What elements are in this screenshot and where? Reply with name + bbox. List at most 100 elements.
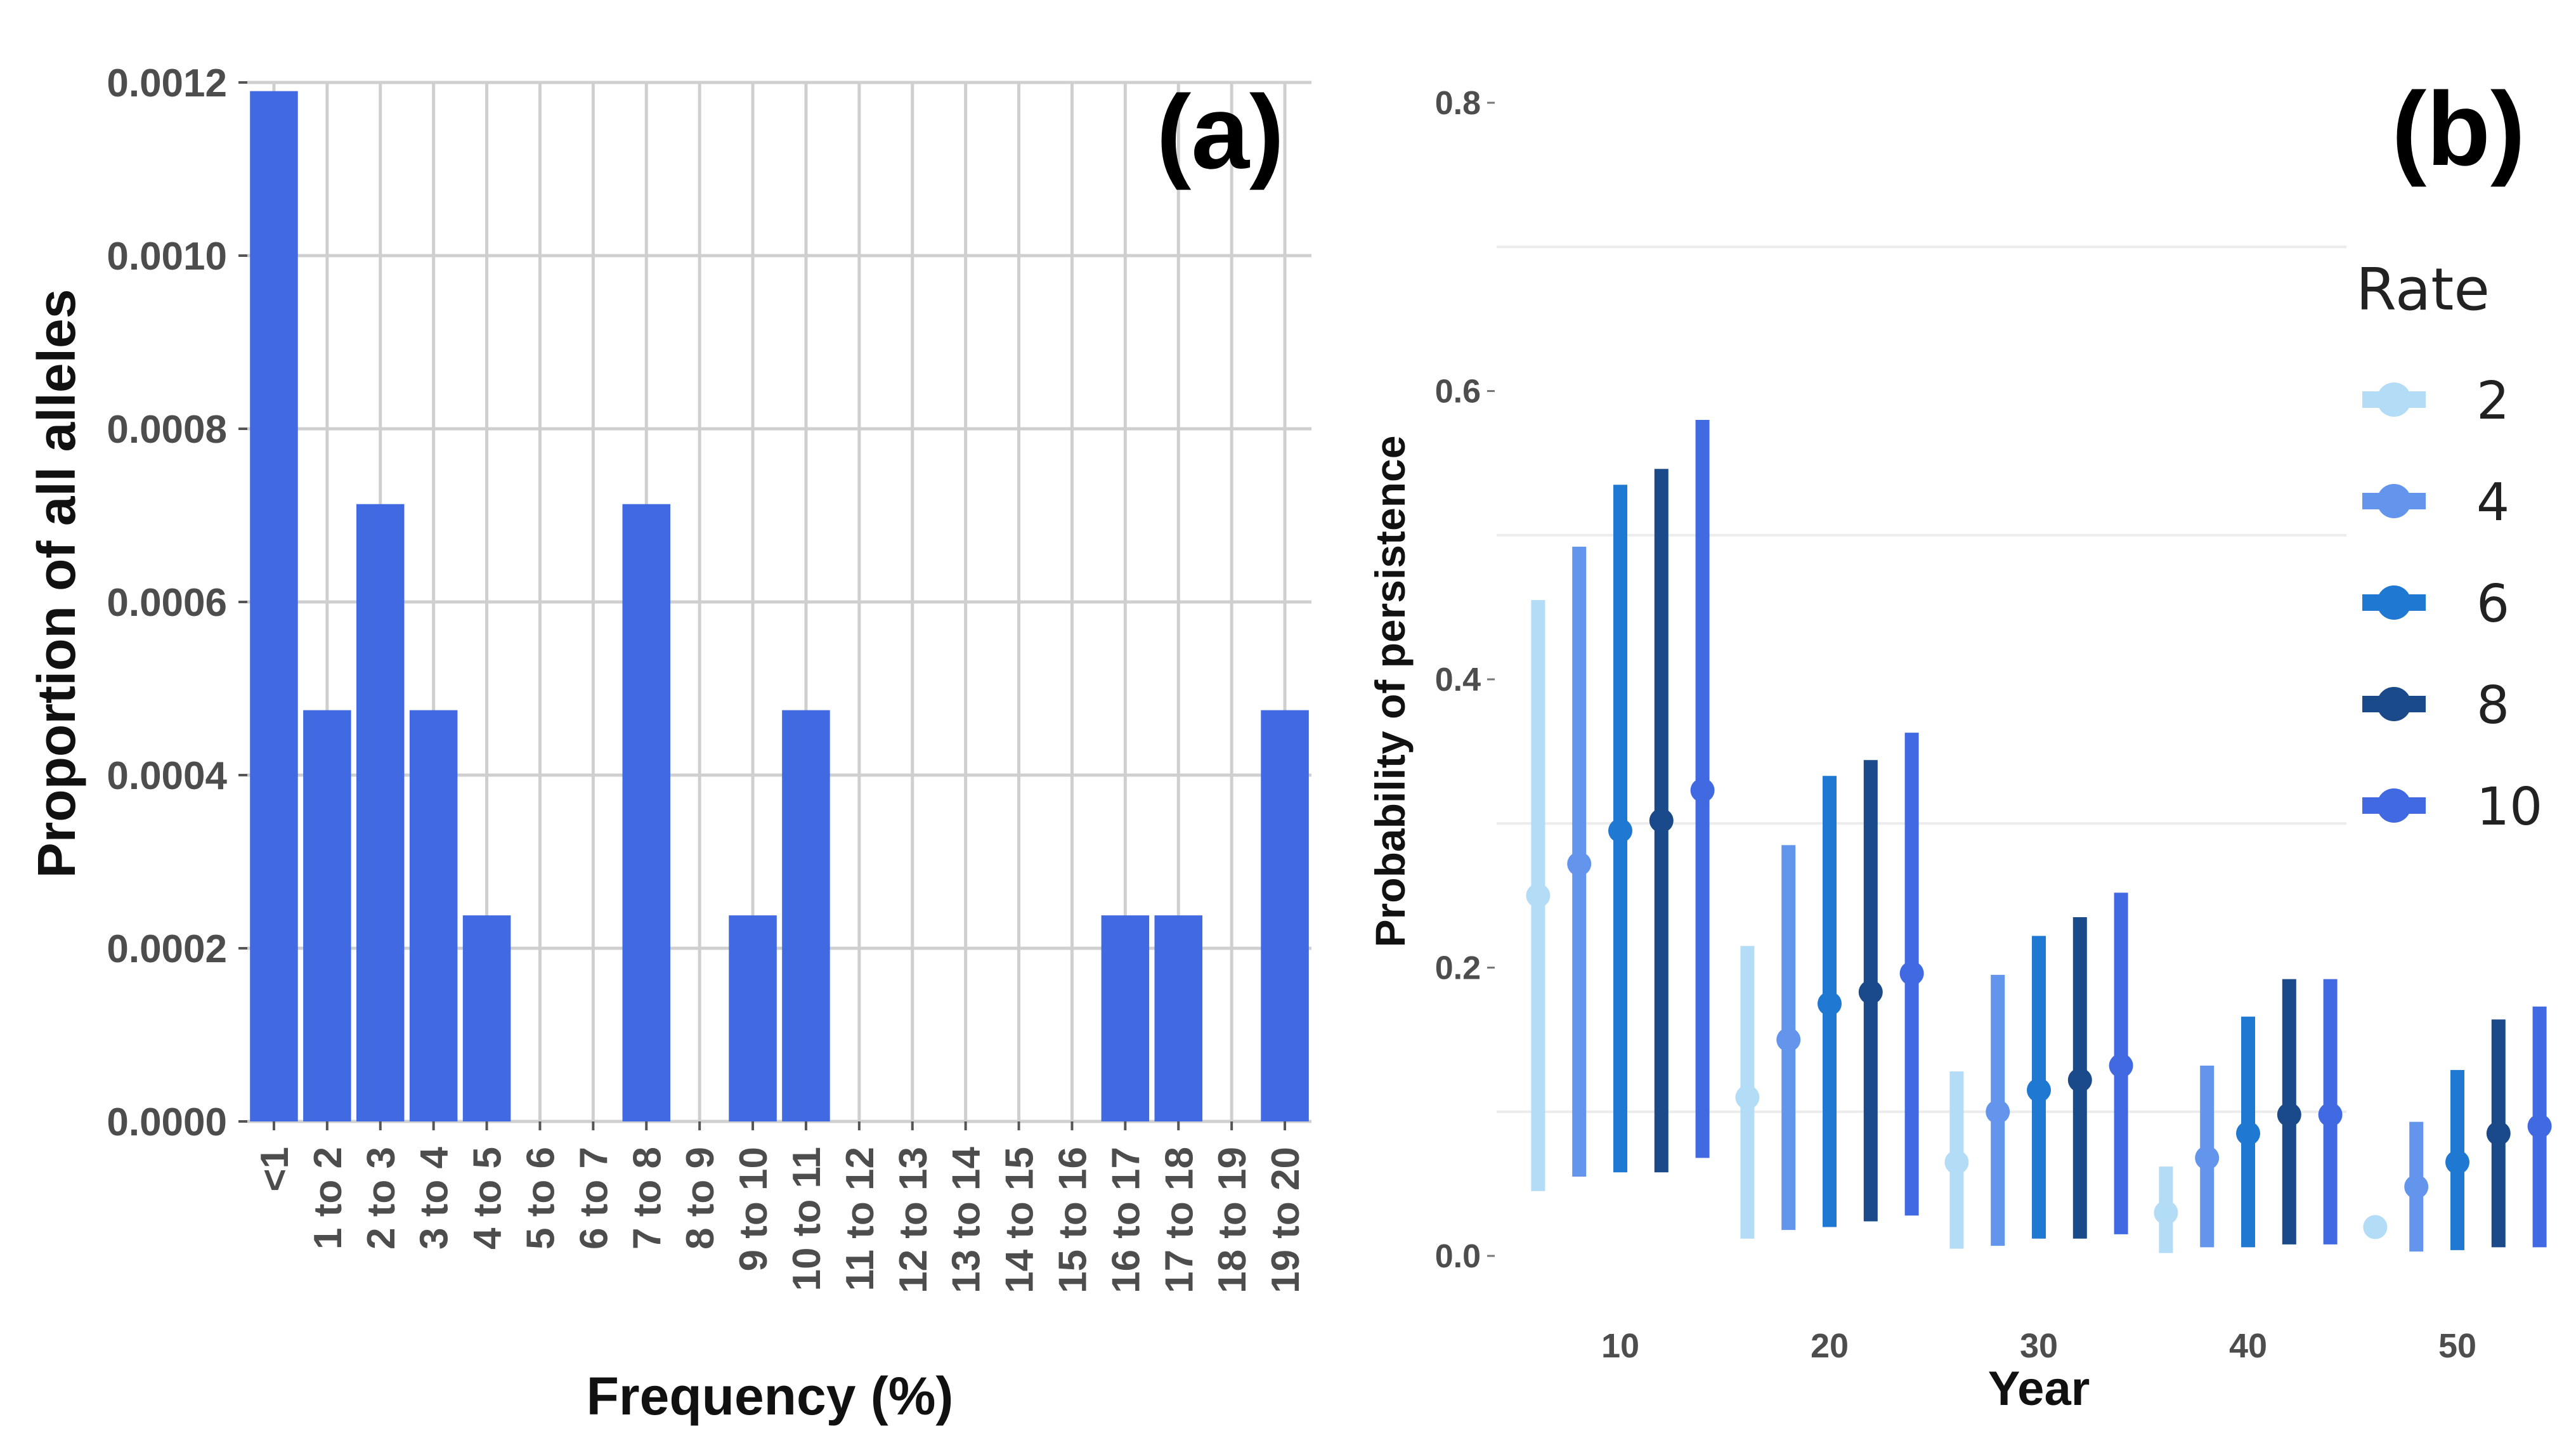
mean-point: [1776, 1028, 1801, 1052]
legend-title: Rate: [2356, 256, 2490, 323]
mean-point: [2027, 1078, 2051, 1102]
x-tick-label: 4 to 5: [466, 1147, 510, 1250]
mean-point: [1944, 1150, 1969, 1175]
bar: [729, 915, 777, 1121]
legend-label: 2: [2476, 371, 2509, 431]
panel-a-bars: [250, 91, 1309, 1121]
panel-b-x-tick-labels: 10 20 30 40 50: [1601, 1327, 2476, 1365]
bar: [1154, 915, 1203, 1121]
x-tick-label: 7 to 8: [625, 1147, 669, 1250]
mean-point: [2318, 1102, 2343, 1127]
mean-point: [1899, 961, 1924, 986]
series-rate-8: [1649, 469, 2511, 1248]
legend-label: 4: [2476, 473, 2509, 533]
y-tick-label: 0.0008: [107, 408, 227, 452]
legend-key-point: [2377, 687, 2411, 721]
mean-point: [2404, 1174, 2429, 1199]
panel-b-x-axis-title: Year: [1988, 1362, 2090, 1416]
x-tick-label: 10 to 11: [785, 1147, 829, 1291]
bar: [409, 710, 458, 1121]
mean-point: [1608, 818, 1632, 843]
series-rate-6: [1608, 485, 2469, 1250]
mean-point: [1735, 1085, 1760, 1110]
mean-point: [2154, 1200, 2178, 1225]
bar: [1261, 710, 1309, 1121]
panel-b-legend: Rate 2 4 6 8 10: [2356, 256, 2542, 837]
x-tick-label: 8 to 9: [679, 1147, 722, 1250]
x-tick-label: 17 to 18: [1157, 1147, 1201, 1293]
y-tick-label: 0.4: [1435, 662, 1481, 698]
mean-point: [1858, 980, 1883, 1005]
legend-key-point: [2377, 788, 2411, 823]
x-tick-label: 9 to 10: [732, 1147, 776, 1271]
legend-item-rate-8: 8: [2362, 676, 2509, 736]
y-tick-label: 0.8: [1435, 85, 1481, 122]
panel-b-persistence-errorbars: 0.0 0.2 0.4 0.6 0.8 10 20 30 40 50 Probability o…: [1367, 70, 2552, 1416]
mean-point: [2109, 1054, 2133, 1078]
mean-point: [1690, 778, 1715, 802]
bar: [462, 915, 511, 1121]
mean-point: [1818, 991, 1842, 1016]
x-tick-label: 5 to 6: [519, 1147, 563, 1250]
bar: [622, 504, 671, 1121]
x-tick-label: 30: [2020, 1327, 2058, 1365]
x-tick-label: 3 to 4: [413, 1146, 457, 1249]
panel-a-frequency-histogram: 0.0000 0.0002 0.0004 0.0006 0.0008 0.0010 0.00…: [27, 62, 1311, 1426]
x-tick-label: 16 to 17: [1104, 1147, 1148, 1293]
y-tick-label: 0.0010: [107, 235, 227, 278]
panel-b-series: [1526, 419, 2552, 1253]
mean-point: [2445, 1150, 2469, 1175]
panel-a-y-axis-title: Proportion of all alleles: [27, 289, 86, 878]
bar: [782, 710, 830, 1121]
legend-key-point: [2377, 484, 2411, 518]
x-tick-label: 18 to 19: [1211, 1147, 1254, 1293]
x-tick-label: <1: [253, 1147, 297, 1192]
y-tick-label: 0.0004: [107, 754, 227, 798]
mean-point: [2277, 1102, 2301, 1127]
series-rate-4: [1567, 546, 2429, 1252]
panel-a-label: (a): [1156, 74, 1284, 190]
y-tick-label: 0.0002: [107, 927, 227, 971]
x-tick-label: 19 to 20: [1264, 1147, 1308, 1293]
legend-item-rate-10: 10: [2362, 777, 2542, 837]
y-tick-label: 0.0006: [107, 581, 227, 625]
mean-point: [1986, 1099, 2010, 1124]
legend-item-rate-4: 4: [2362, 473, 2509, 533]
legend-label: 10: [2476, 777, 2542, 837]
x-tick-label: 11 to 12: [838, 1147, 882, 1291]
x-tick-label: 50: [2438, 1327, 2476, 1365]
mean-point: [1567, 851, 1592, 876]
panel-a-gridlines: [247, 81, 1311, 1123]
mean-point: [2363, 1215, 2388, 1239]
x-tick-label: 2 to 3: [360, 1147, 403, 1250]
x-tick-label: 20: [1811, 1327, 1849, 1365]
mean-point: [2236, 1121, 2260, 1146]
legend-label: 6: [2476, 574, 2509, 634]
bar: [250, 91, 298, 1121]
mean-point: [2527, 1114, 2552, 1139]
panel-b-y-axis-title: Probability of persistence: [1367, 436, 1414, 948]
mean-point: [2486, 1121, 2511, 1146]
mean-point: [2067, 1068, 2092, 1092]
panel-a-x-axis-title: Frequency (%): [587, 1366, 954, 1426]
y-tick-label: 0.6: [1435, 374, 1481, 410]
x-tick-label: 10: [1601, 1327, 1639, 1365]
mean-point: [1526, 883, 1551, 908]
x-tick-label: 6 to 7: [572, 1147, 616, 1250]
legend-label: 8: [2476, 676, 2509, 736]
x-tick-label: 15 to 16: [1051, 1147, 1095, 1293]
bar: [303, 710, 351, 1121]
y-tick-label: 0.2: [1435, 950, 1481, 987]
series-rate-10: [1690, 419, 2552, 1248]
x-tick-label: 14 to 15: [998, 1147, 1042, 1293]
bar: [1101, 915, 1150, 1121]
y-tick-label: 0.0000: [107, 1101, 227, 1144]
legend-key-point: [2377, 585, 2411, 620]
y-tick-label: 0.0: [1435, 1238, 1481, 1275]
series-rate-2: [1526, 600, 2388, 1253]
legend-item-rate-6: 6: [2362, 574, 2509, 634]
bar: [356, 504, 405, 1121]
y-tick-label: 0.0012: [107, 62, 227, 105]
panel-b-label: (b): [2391, 70, 2525, 187]
